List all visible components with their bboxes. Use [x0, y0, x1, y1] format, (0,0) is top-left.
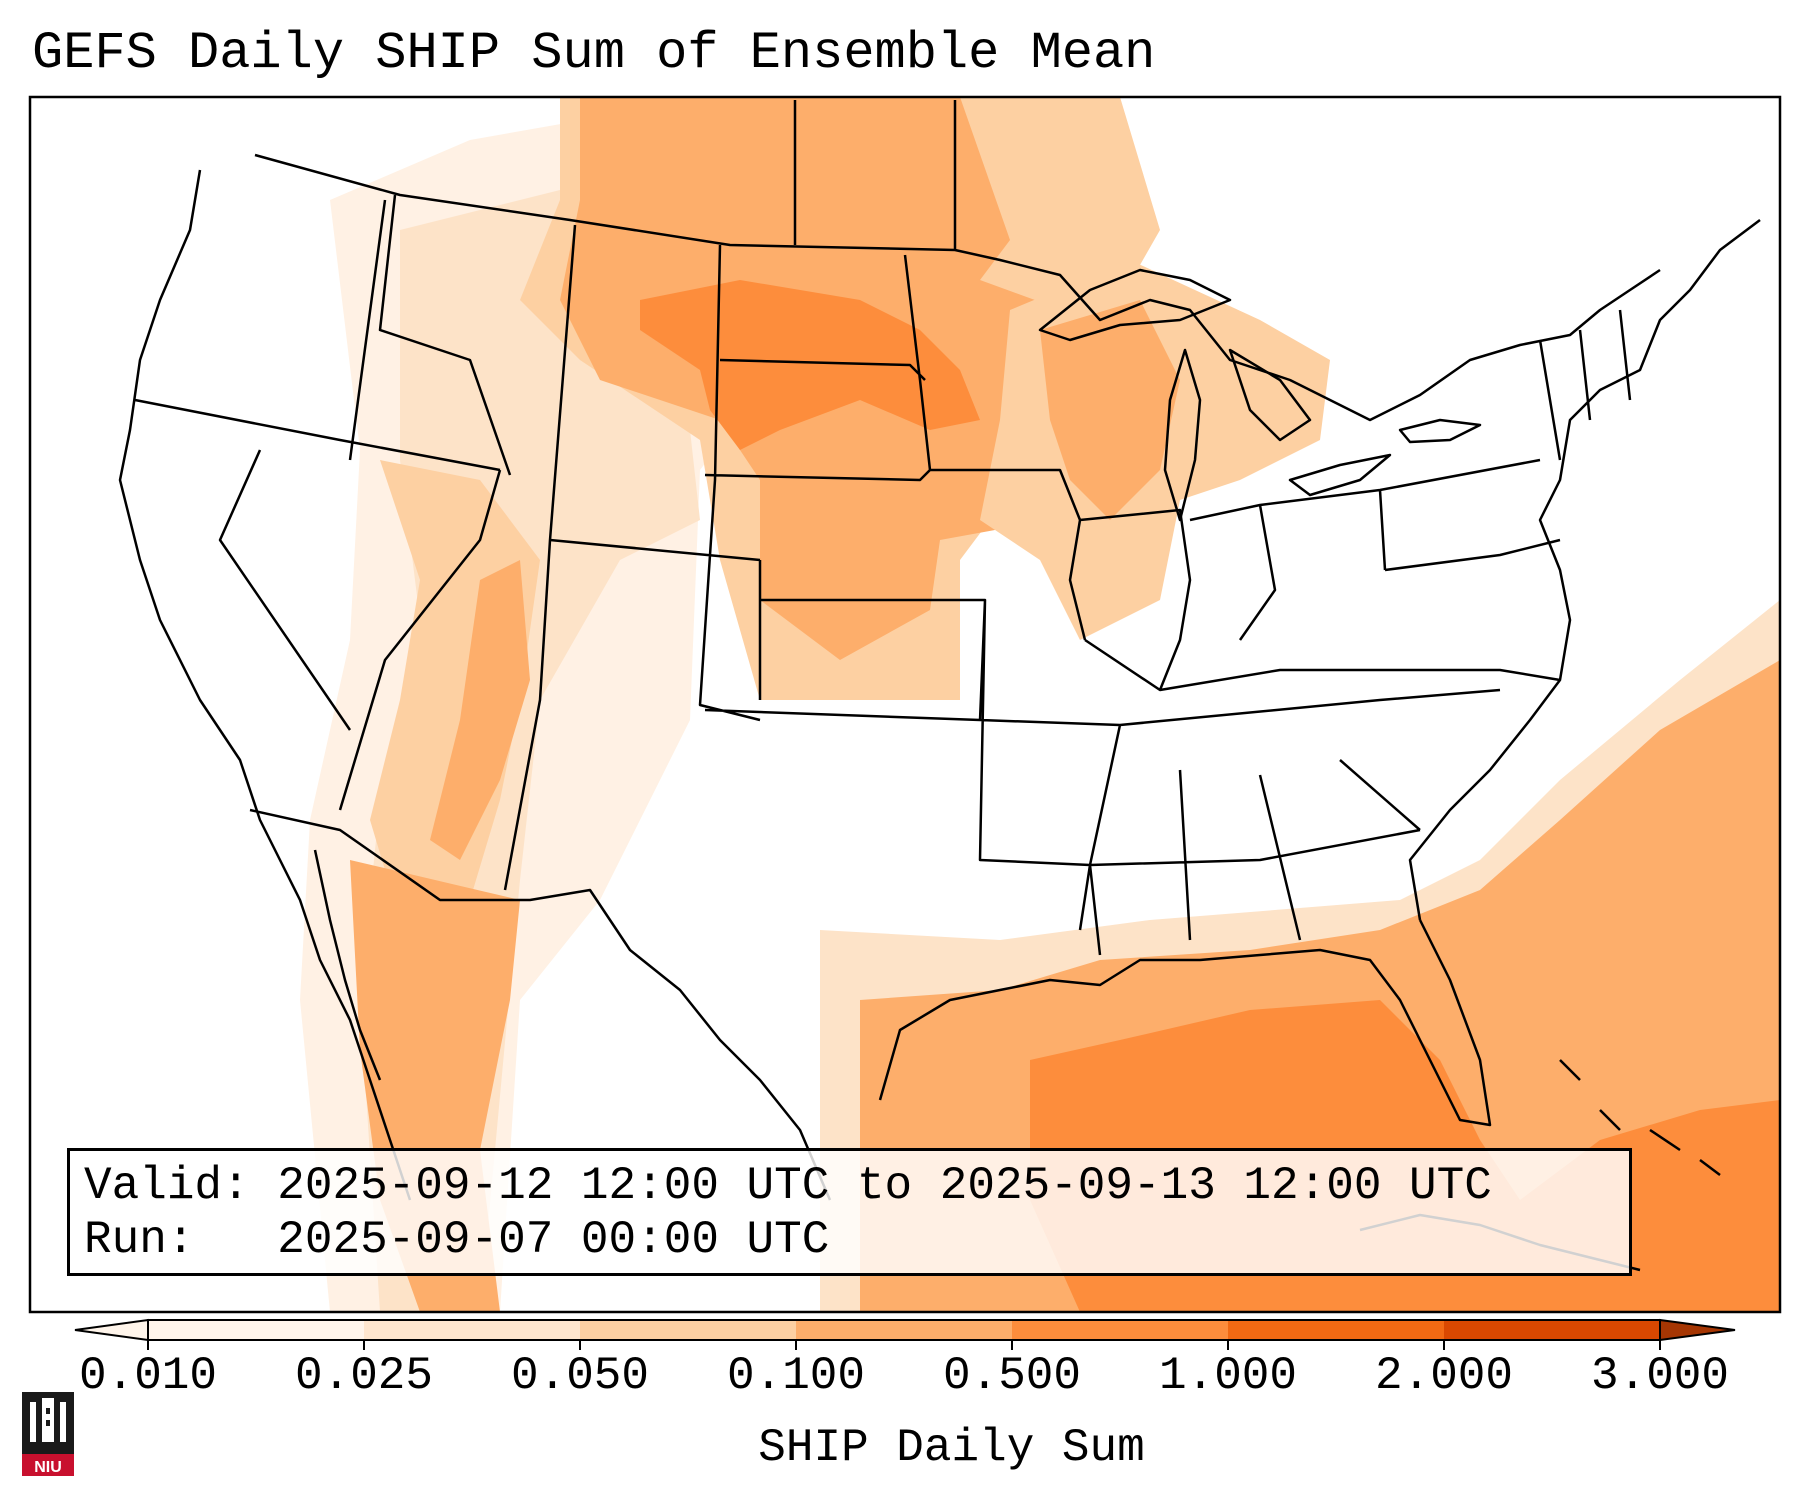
gulf-coast: [878, 919, 1492, 1127]
us-mexico-border: [249, 808, 832, 1201]
colorbar-tick-label: 3.000: [1590, 1350, 1730, 1402]
map-title: GEFS Daily SHIP Sum of Ensemble Mean: [32, 24, 1156, 83]
lake-michigan: [1163, 348, 1202, 522]
colorbar-extend-low: [74, 1318, 149, 1342]
cbar-bin-1: [148, 1320, 364, 1340]
lake-ontario: [1398, 418, 1482, 444]
colorbar-tick-label: 0.025: [294, 1350, 434, 1402]
shade-plains-core: [640, 280, 980, 450]
colorbar-tick-labels: 0.010 0.025 0.050 0.100 0.500 1.000 2.00…: [0, 1350, 1803, 1410]
run-value: 2025-09-07 00:00 UTC: [277, 1214, 830, 1266]
colorbar-tick-label: 2.000: [1374, 1350, 1514, 1402]
shading-layer: [300, 97, 1780, 1312]
cbar-bin-7: [1444, 1320, 1660, 1340]
cbar-bin-4: [796, 1320, 1012, 1340]
run-label: Run:: [84, 1214, 195, 1266]
colorbar-tick-label: 0.100: [726, 1350, 866, 1402]
cbar-bin-5: [1012, 1320, 1228, 1340]
shade-southwest-mid: [430, 560, 530, 860]
valid-label: Valid:: [84, 1160, 250, 1212]
colorbar-tick-label: 1.000: [1158, 1350, 1298, 1402]
lake-superior: [1038, 268, 1232, 342]
cbar-bin-6: [1228, 1320, 1444, 1340]
valid-value: 2025-09-12 12:00 UTC to 2025-09-13 12:00…: [277, 1160, 1492, 1212]
colorbar-extend-high: [1659, 1318, 1736, 1342]
niu-logo-text: NIU: [34, 1459, 62, 1476]
colorbar-tick-label: 0.500: [942, 1350, 1082, 1402]
lake-erie: [1288, 453, 1392, 497]
lake-huron: [1228, 348, 1312, 442]
shade-midwest-mid: [1040, 300, 1180, 520]
validity-info-box: Valid: 2025-09-12 12:00 UTC to 2025-09-1…: [67, 1148, 1632, 1276]
colorbar: [74, 1318, 1736, 1350]
bahamas-outline: [1559, 1059, 1721, 1176]
colorbar-tick-label: 0.010: [78, 1350, 218, 1402]
atlantic-coast: [1408, 219, 1761, 921]
baja-peninsula: [313, 849, 382, 1081]
state-lines: [134, 100, 1632, 956]
colorbar-ticks: [147, 1340, 1661, 1350]
geographic-boundaries: [118, 100, 1761, 1272]
colorbar-tick-label: 0.050: [510, 1350, 650, 1402]
cbar-bin-2: [364, 1320, 580, 1340]
colorbar-outline: [147, 1319, 1661, 1341]
canada-border: [254, 153, 1661, 422]
cbar-bin-3: [580, 1320, 796, 1340]
niu-logo: NIU: [22, 1392, 74, 1476]
map-frame: [28, 95, 1782, 1314]
pacific-coast: [118, 169, 412, 1201]
colorbar-title: SHIP Daily Sum: [758, 1422, 1145, 1474]
